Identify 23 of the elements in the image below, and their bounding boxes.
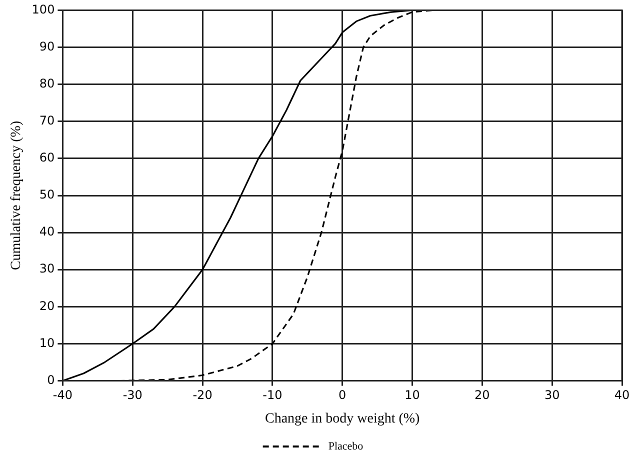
x-tick-label: 10 [404,388,420,402]
y-tick-label: 20 [39,298,55,313]
x-tick-label: 0 [338,388,346,402]
y-tick-label: 80 [39,76,55,90]
x-tick-label: -40 [52,388,73,402]
x-tick-label: -20 [192,388,212,402]
y-tick-label: 70 [39,114,55,128]
y-tick-label: 60 [39,150,55,165]
y-tick-label: 100 [32,2,55,16]
text: Placebo [328,440,364,452]
y-tick-label: 40 [39,224,55,239]
x-tick-label: -30 [122,388,142,402]
y-tick-label: 10 [39,336,55,350]
x-tick-label: 20 [474,388,490,402]
x-tick-label: 40 [614,388,630,402]
x-tick-label: -10 [262,388,282,402]
y-tick-label: 0 [47,372,55,387]
y-axis-title: Cumulative frequency (%) [9,120,24,270]
x-axis-title: Change in body weight (%) [264,411,420,426]
y-tick-label: 90 [39,39,55,54]
y-tick-label: 30 [39,262,55,276]
y-tick-label: 50 [39,188,55,202]
x-tick-label: 30 [544,388,560,402]
